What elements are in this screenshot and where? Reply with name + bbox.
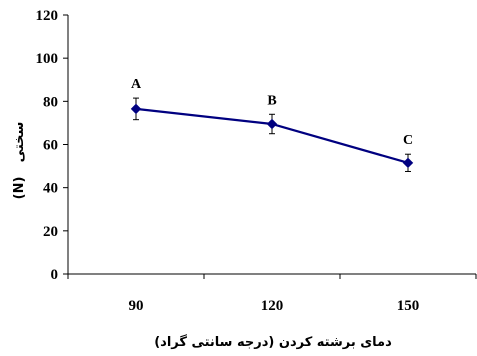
y-axis: 0 20 40 60 80 100 120 bbox=[36, 8, 69, 283]
y-tick-label: 120 bbox=[36, 8, 59, 24]
y-tick-label: 40 bbox=[43, 181, 58, 197]
y-tick-label: 80 bbox=[43, 94, 58, 110]
x-tick-label: 150 bbox=[397, 298, 420, 314]
data-point bbox=[266, 118, 278, 130]
y-axis-label: (N) سختی bbox=[12, 122, 27, 200]
y-tick-label: 100 bbox=[36, 51, 59, 67]
y-tick-label: 0 bbox=[51, 267, 59, 283]
y-tick-label: 20 bbox=[43, 224, 58, 240]
data-label: C bbox=[403, 133, 413, 148]
data-point bbox=[402, 157, 414, 169]
y-tick-label: 60 bbox=[43, 138, 58, 154]
data-label: A bbox=[131, 77, 142, 92]
series-group: A B C bbox=[130, 77, 414, 172]
x-tick-label: 120 bbox=[261, 298, 284, 314]
x-axis: 90 120 150 bbox=[67, 273, 477, 314]
x-tick-label: 90 bbox=[129, 298, 144, 314]
y-axis-label-text: سختی bbox=[12, 122, 27, 163]
y-axis-label-unit: (N) bbox=[12, 177, 27, 200]
data-point bbox=[130, 103, 142, 115]
data-label: B bbox=[267, 93, 276, 108]
x-axis-label: دمای برشته کردن (درجه سانتی گراد) bbox=[154, 334, 392, 350]
